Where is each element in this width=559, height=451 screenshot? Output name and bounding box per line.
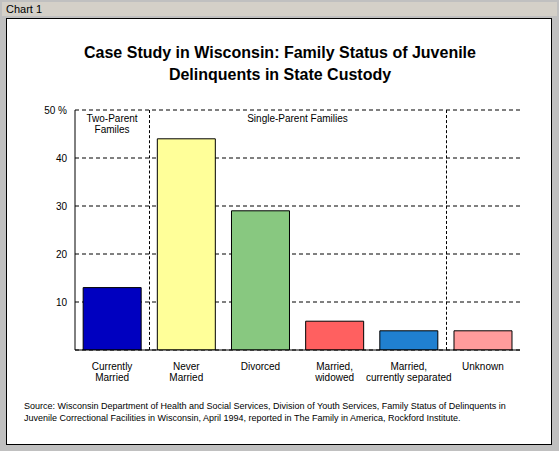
svg-text:Divorced: Divorced xyxy=(241,361,280,372)
html-text:Source: Wisconsin Department o: Source: Wisconsin Department of Health a… xyxy=(24,401,506,423)
html-text:Single-Parent Families: Single-Parent Families xyxy=(247,113,348,124)
html-text:Case Study in Wisconsin: Famil: Case Study in Wisconsin: Family Status o… xyxy=(84,44,476,83)
svg-text:Married,widowed: Married,widowed xyxy=(314,361,354,383)
html-text:Chart 1: Chart 1 xyxy=(6,3,43,15)
svg-text:Unknown: Unknown xyxy=(462,361,504,372)
svg-text:CurrentlyMarried: CurrentlyMarried xyxy=(92,361,133,383)
svg-text:NeverMarried: NeverMarried xyxy=(169,361,203,383)
svg-text:50 %: 50 % xyxy=(44,105,67,116)
svg-text:10: 10 xyxy=(56,297,68,308)
svg-text:Married,currently separated: Married,currently separated xyxy=(366,361,452,383)
svg-text:40: 40 xyxy=(56,153,68,164)
svg-text:20: 20 xyxy=(56,249,68,260)
html-text:Two-Parent Familes: Two-Parent Familes xyxy=(86,113,138,135)
svg-text:30: 30 xyxy=(56,201,68,212)
